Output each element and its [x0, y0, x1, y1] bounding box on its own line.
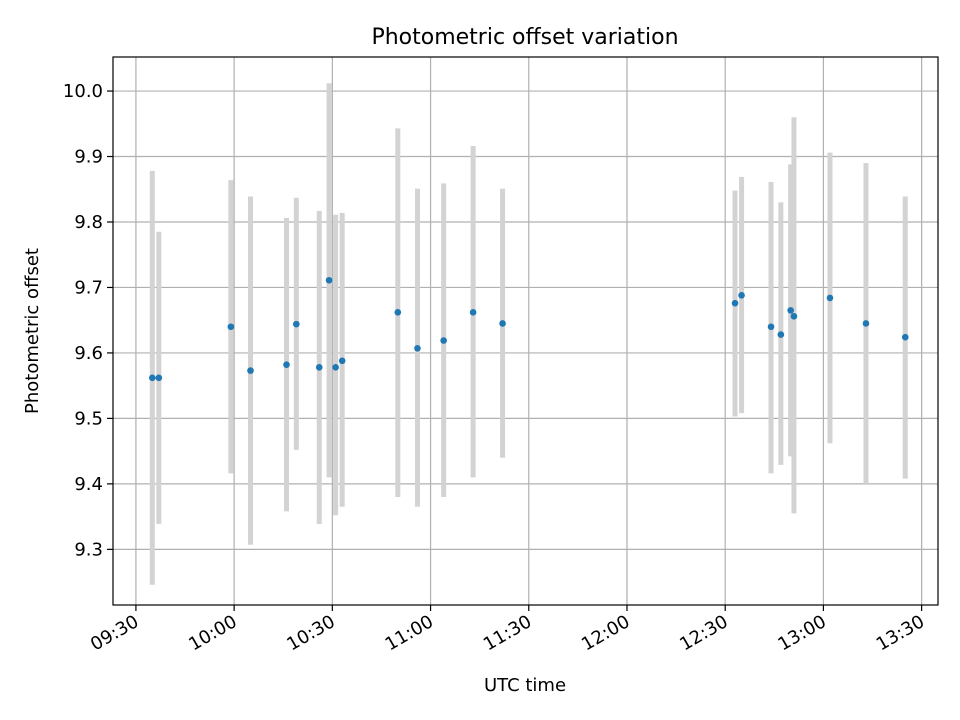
y-tick-label: 9.6 — [74, 343, 103, 364]
data-point — [499, 320, 506, 327]
data-point — [767, 323, 775, 331]
y-tick-label: 9.7 — [74, 277, 103, 298]
data-point — [826, 294, 834, 302]
y-tick-label: 10.0 — [63, 81, 103, 102]
y-axis-ticks: 9.3 9.4 9.5 9.6 9.7 9.8 9.9 10.0 — [63, 81, 113, 560]
data-point — [469, 309, 477, 316]
data-point — [738, 292, 745, 299]
data-point — [148, 374, 156, 382]
data-point — [787, 307, 794, 314]
data-point — [293, 320, 300, 328]
data-points — [148, 276, 909, 382]
data-point — [155, 374, 163, 382]
data-point — [394, 309, 402, 316]
y-tick-label: 9.5 — [74, 408, 103, 429]
data-point — [440, 337, 447, 344]
data-point — [325, 276, 333, 284]
data-point — [247, 367, 254, 374]
data-point — [901, 333, 909, 341]
y-tick-label: 9.8 — [74, 212, 103, 233]
data-point — [777, 331, 785, 338]
grid — [113, 57, 938, 605]
data-point — [227, 323, 235, 331]
data-point — [731, 299, 739, 307]
y-tick-label: 9.4 — [74, 474, 103, 495]
plot-frame — [112, 56, 939, 606]
data-point — [338, 357, 346, 365]
y-axis-label: Photometric offset — [22, 248, 43, 414]
data-point — [790, 312, 798, 320]
data-point — [315, 364, 323, 371]
x-axis-label: UTC time — [484, 675, 566, 696]
chart-title: Photometric offset variation — [371, 25, 678, 50]
data-point — [862, 320, 870, 327]
y-tick-label: 9.9 — [74, 147, 103, 168]
data-point — [414, 345, 421, 352]
data-point — [332, 364, 339, 371]
y-tick-label: 9.3 — [74, 539, 103, 560]
data-point — [283, 361, 290, 369]
